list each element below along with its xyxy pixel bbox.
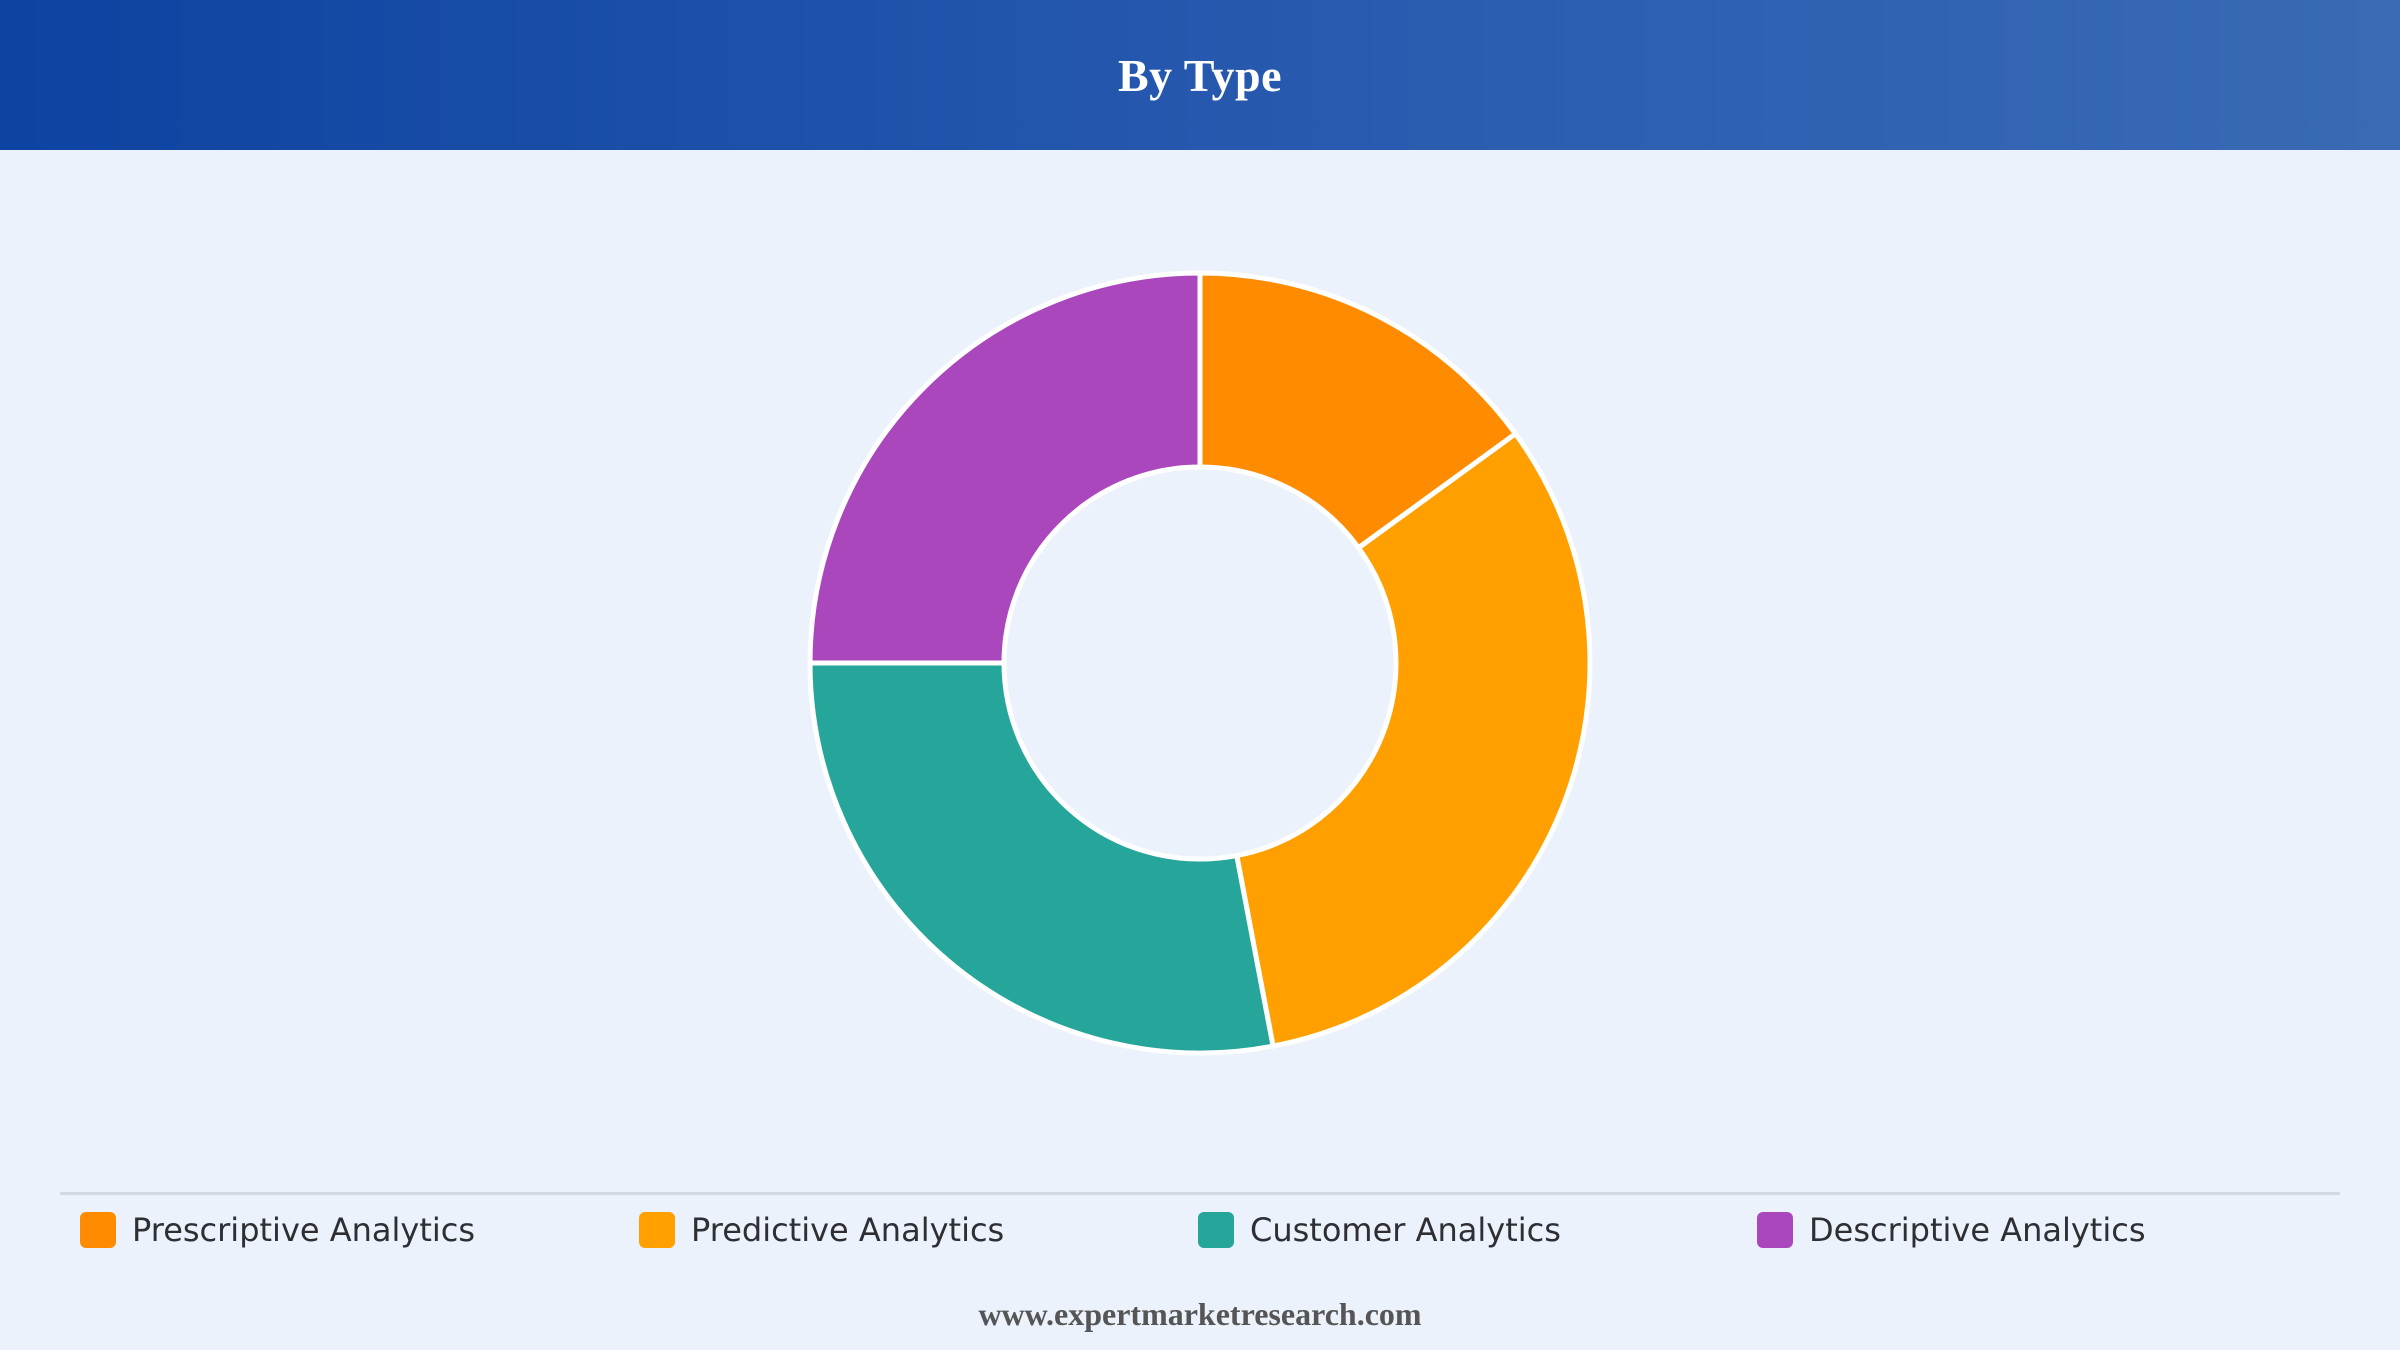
chart-area [0, 150, 2400, 1190]
legend: Prescriptive Analytics Predictive Analyt… [80, 1208, 2320, 1252]
source-url: www.expertmarketresearch.com [978, 1296, 1422, 1332]
legend-divider [60, 1192, 2340, 1195]
donut-slice-descriptive-analytics[interactable] [807, 270, 1203, 666]
legend-item-prescriptive[interactable]: Prescriptive Analytics [80, 1208, 639, 1252]
legend-item-descriptive[interactable]: Descriptive Analytics [1757, 1208, 2316, 1252]
legend-swatch [1757, 1212, 1793, 1248]
legend-label: Prescriptive Analytics [132, 1211, 476, 1249]
legend-swatch [1198, 1212, 1234, 1248]
legend-item-customer[interactable]: Customer Analytics [1198, 1208, 1757, 1252]
donut-chart [807, 270, 1593, 1056]
legend-label: Descriptive Analytics [1809, 1211, 2146, 1249]
donut-slice-prescriptive-analytics[interactable] [1197, 270, 1519, 551]
legend-item-predictive[interactable]: Predictive Analytics [639, 1208, 1198, 1252]
chart-title: By Type [1117, 49, 1283, 101]
legend-label: Customer Analytics [1250, 1211, 1561, 1249]
header-banner: By Type [0, 0, 2400, 150]
legend-swatch [80, 1212, 116, 1248]
legend-label: Predictive Analytics [691, 1211, 1005, 1249]
donut-slice-customer-analytics[interactable] [807, 660, 1276, 1056]
donut-slice-predictive-analytics[interactable] [1234, 431, 1593, 1049]
legend-swatch [639, 1212, 675, 1248]
